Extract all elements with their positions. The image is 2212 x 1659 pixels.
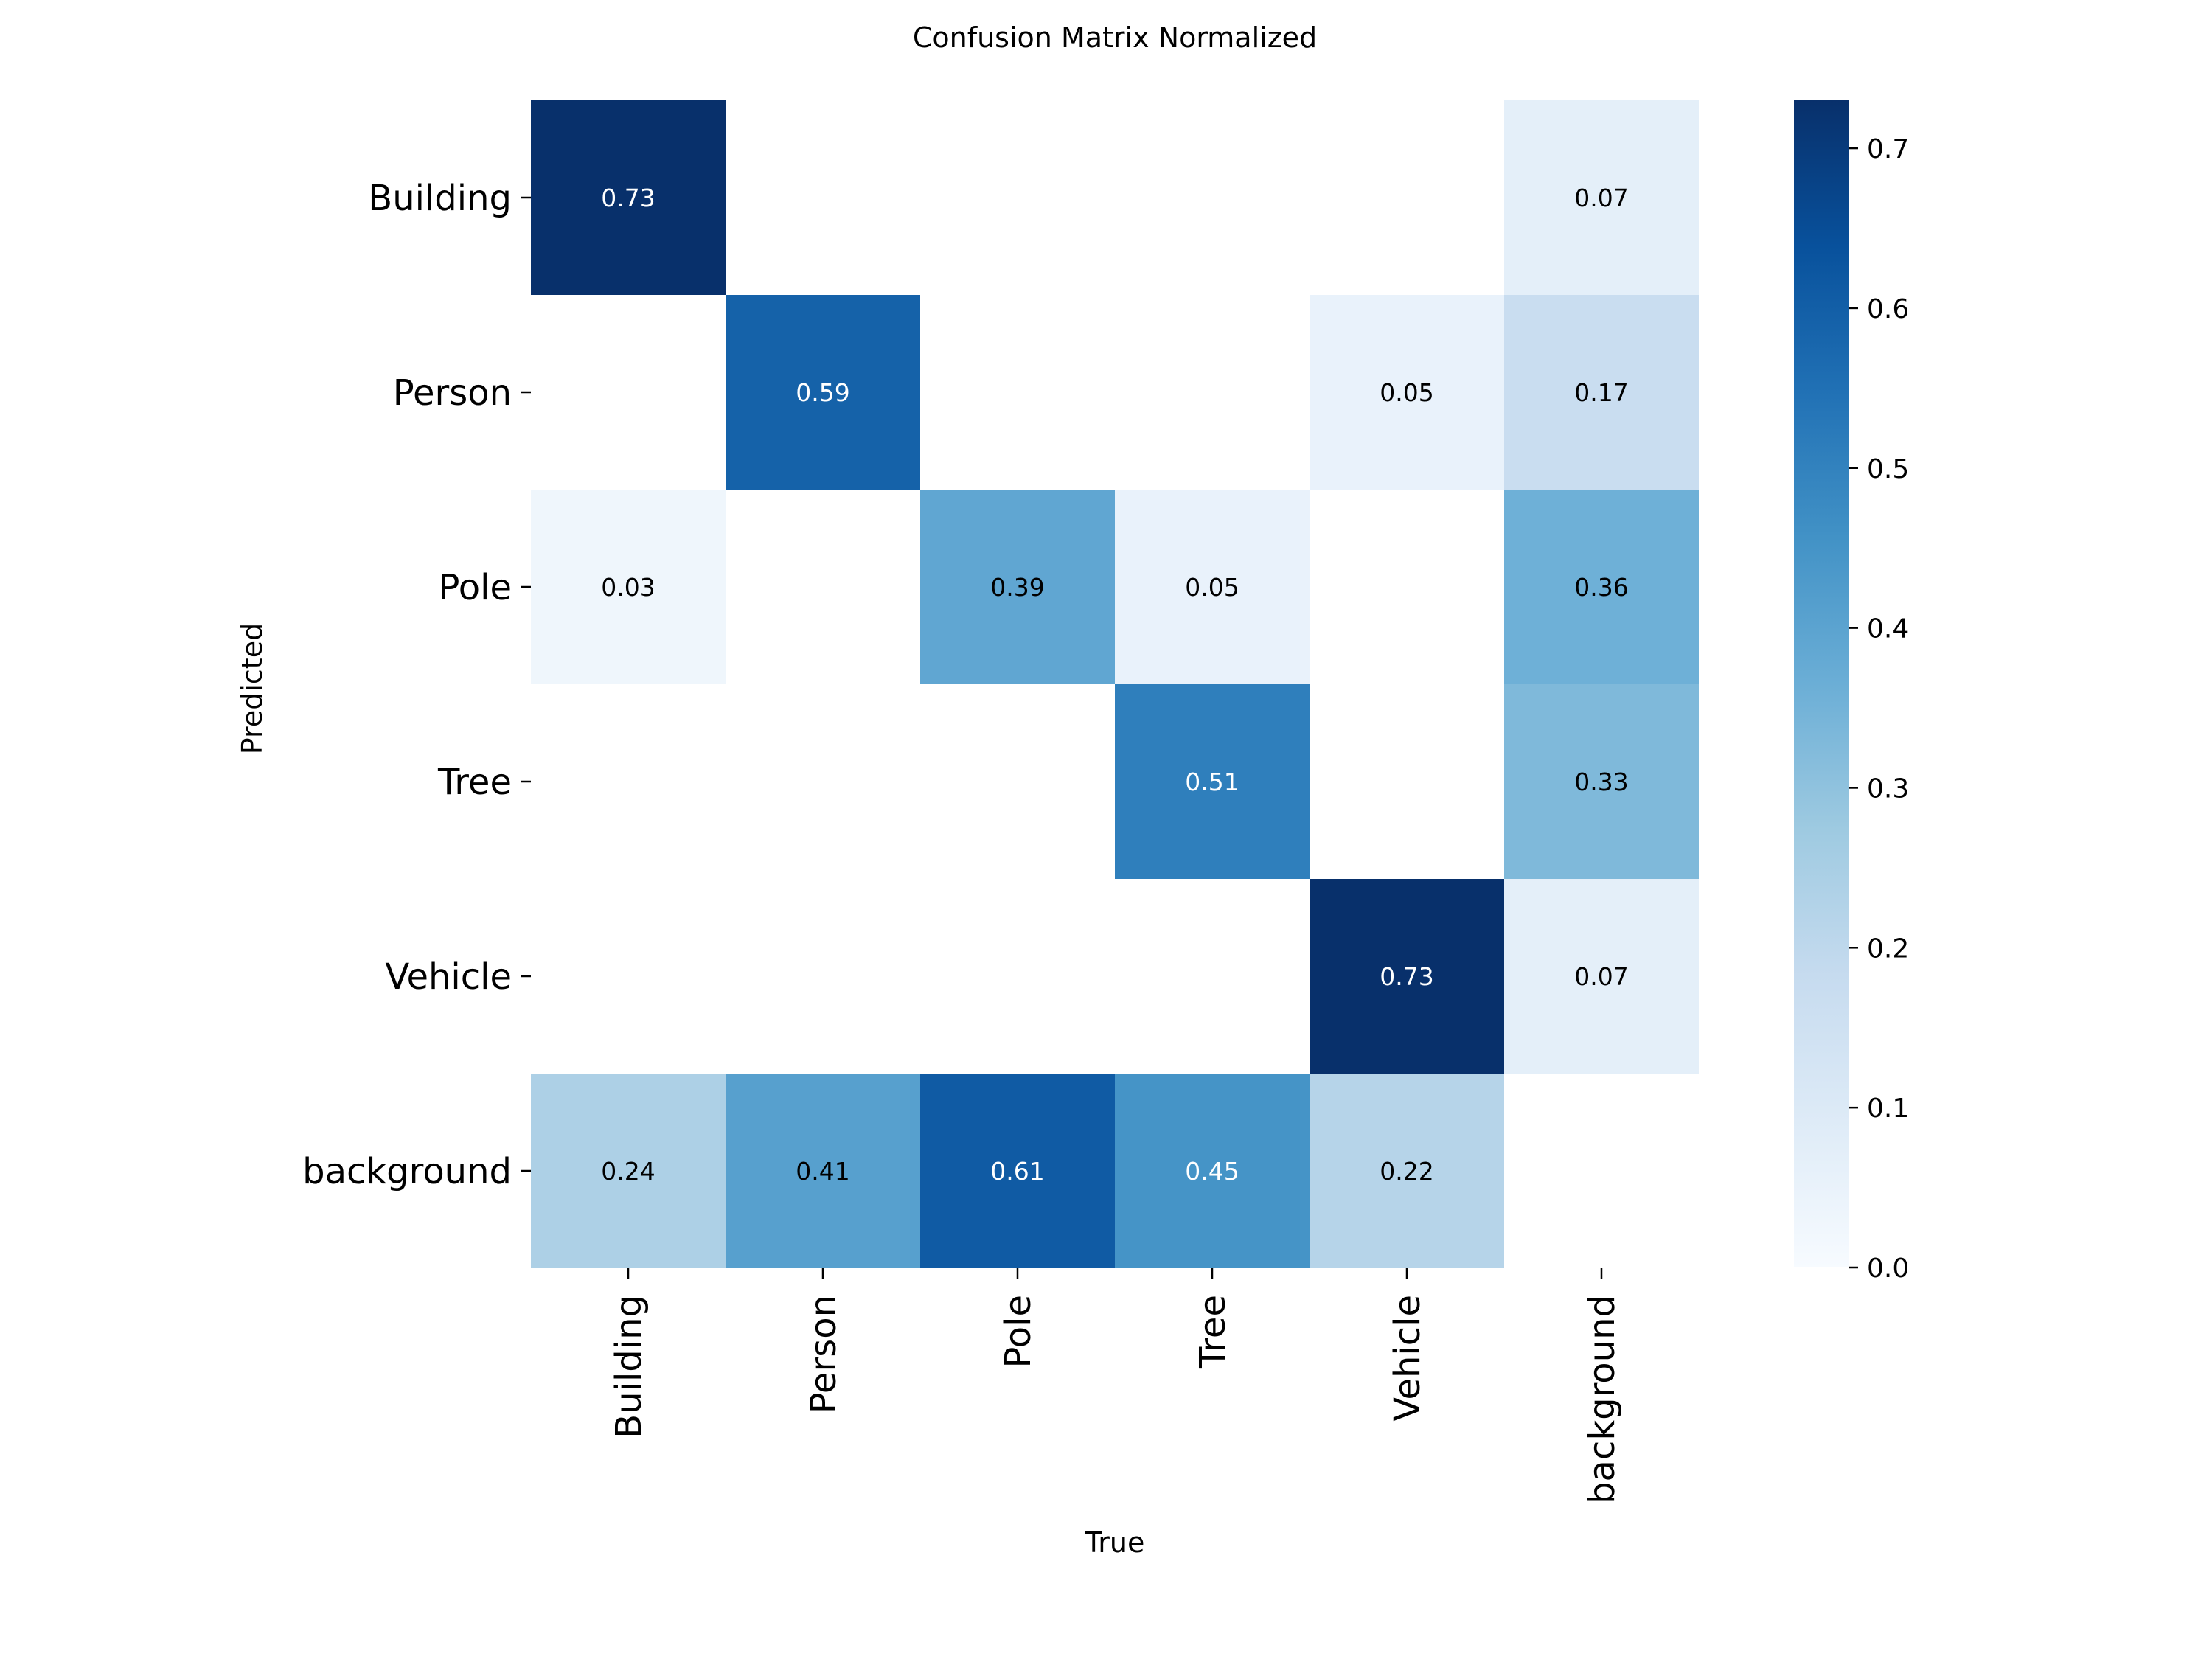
colorbar-tick-label: 0.0 <box>1867 1253 1909 1284</box>
heatmap-cell-Pole-background <box>1504 490 1699 684</box>
cell-value-label: 0.24 <box>601 1157 655 1186</box>
x-tick-label: Pole <box>998 1295 1039 1368</box>
heatmap-cell-Tree-background <box>1504 684 1699 879</box>
cell-value-label: 0.36 <box>1574 573 1628 602</box>
heatmap-cell-Building-background <box>1504 100 1699 295</box>
cell-value-label: 0.59 <box>796 378 849 407</box>
cell-value-label: 0.07 <box>1574 962 1628 991</box>
colorbar-tick-label: 0.4 <box>1867 614 1909 644</box>
cell-value-label: 0.07 <box>1574 184 1628 212</box>
x-tick-label: Tree <box>1192 1295 1234 1369</box>
y-tick-label: Tree <box>437 762 512 803</box>
colorbar <box>1794 100 1849 1267</box>
heatmap-cell-background-Pole <box>920 1074 1115 1268</box>
y-tick-label: Building <box>368 178 512 219</box>
chart-title: Confusion Matrix Normalized <box>913 21 1317 54</box>
heatmap-cell-Person-Vehicle <box>1310 295 1504 490</box>
cell-value-label: 0.22 <box>1380 1157 1433 1186</box>
cell-value-label: 0.05 <box>1185 573 1239 602</box>
heatmap-cell-Pole-Pole <box>920 490 1115 684</box>
cell-value-label: 0.73 <box>601 184 655 212</box>
x-tick-label: Vehicle <box>1387 1295 1428 1422</box>
x-tick-label: Person <box>803 1295 844 1413</box>
heatmap-cell-Building-Building <box>531 100 726 295</box>
x-tick-label: background <box>1582 1295 1623 1504</box>
heatmap-cell-Pole-Tree <box>1115 490 1310 684</box>
heatmap-cell-background-Person <box>726 1074 920 1268</box>
colorbar-tick-label: 0.3 <box>1867 773 1909 804</box>
cell-value-label: 0.41 <box>796 1157 849 1186</box>
y-axis-label: Predicted <box>236 623 268 754</box>
heatmap-cell-Person-Person <box>726 295 920 490</box>
colorbar-ticks: 0.0 0.1 0.2 0.3 0.4 0.5 0.6 0.7 <box>1849 134 1909 1284</box>
heatmap-cell-Tree-Tree <box>1115 684 1310 879</box>
cell-value-label: 0.45 <box>1185 1157 1239 1186</box>
y-axis-ticks: Building Person Pole Tree Vehicle background <box>302 178 531 1192</box>
colorbar-tick-label: 0.7 <box>1867 134 1909 164</box>
cell-value-label: 0.05 <box>1380 378 1433 407</box>
cell-value-label: 0.51 <box>1185 768 1239 796</box>
heatmap-cell-background-Vehicle <box>1310 1074 1504 1268</box>
heatmap-cell-background-Tree <box>1115 1074 1310 1268</box>
cell-value-label: 0.73 <box>1380 962 1433 991</box>
cell-value-label: 0.39 <box>990 573 1044 602</box>
x-axis-ticks: Building Person Pole Tree Vehicle background <box>608 1268 1623 1504</box>
colorbar-tick-label: 0.1 <box>1867 1093 1909 1124</box>
heatmap-cell-background-Building <box>531 1074 726 1268</box>
y-tick-label: Pole <box>439 567 512 608</box>
heatmap-cell-Vehicle-background <box>1504 879 1699 1074</box>
heatmap-cell-Pole-Building <box>531 490 726 684</box>
cell-value-label: 0.03 <box>601 573 655 602</box>
colorbar-tick-label: 0.6 <box>1867 294 1909 324</box>
cell-value-label: 0.61 <box>990 1157 1044 1186</box>
colorbar-tick-label: 0.2 <box>1867 933 1909 964</box>
y-tick-label: Vehicle <box>385 956 512 998</box>
y-tick-label: Person <box>393 372 512 414</box>
heatmap-cell-labels: 0.73 0.07 0.59 0.05 0.17 0.03 0.39 0.05 0.36 0.51… <box>601 184 1628 1186</box>
heatmap-cell-Vehicle-Vehicle <box>1310 879 1504 1074</box>
colorbar-tick-label: 0.5 <box>1867 454 1909 484</box>
heatmap-cells <box>531 100 1699 1268</box>
cell-value-label: 0.33 <box>1574 768 1628 796</box>
heatmap-cell-Person-background <box>1504 295 1699 490</box>
y-tick-label: background <box>302 1151 512 1192</box>
x-tick-label: Building <box>608 1295 650 1439</box>
cell-value-label: 0.17 <box>1574 378 1628 407</box>
x-axis-label: True <box>1085 1526 1145 1559</box>
